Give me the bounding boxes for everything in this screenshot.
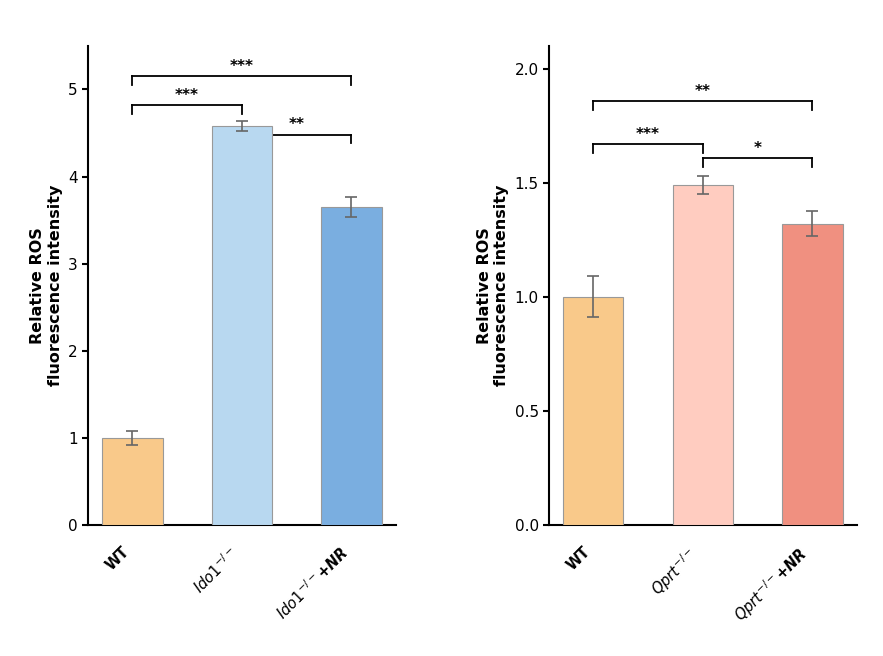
Bar: [782, 224, 842, 525]
Bar: [212, 126, 272, 525]
Text: $Ido1^{-/-}$: $Ido1^{-/-}$: [190, 544, 242, 596]
Text: **: **: [289, 117, 305, 133]
Y-axis label: Relative ROS
fluorescence intensity: Relative ROS fluorescence intensity: [477, 185, 509, 386]
Bar: [321, 207, 381, 525]
Text: $Ido1^{-/-}$+NR: $Ido1^{-/-}$+NR: [273, 544, 351, 623]
Text: $Qprt^{-/-}$: $Qprt^{-/-}$: [647, 544, 703, 600]
Bar: [673, 185, 733, 525]
Text: $Qprt^{-/-}$+NR: $Qprt^{-/-}$+NR: [730, 544, 812, 626]
Text: WT: WT: [564, 544, 593, 573]
Y-axis label: Relative ROS
fluorescence intensity: Relative ROS fluorescence intensity: [30, 185, 63, 386]
Text: WT: WT: [103, 544, 132, 573]
Text: ***: ***: [175, 88, 200, 103]
Text: *: *: [754, 141, 762, 155]
Text: ***: ***: [636, 127, 660, 142]
Bar: [563, 297, 623, 525]
Bar: [102, 438, 162, 525]
Text: ***: ***: [230, 59, 254, 74]
Text: **: **: [695, 84, 711, 99]
